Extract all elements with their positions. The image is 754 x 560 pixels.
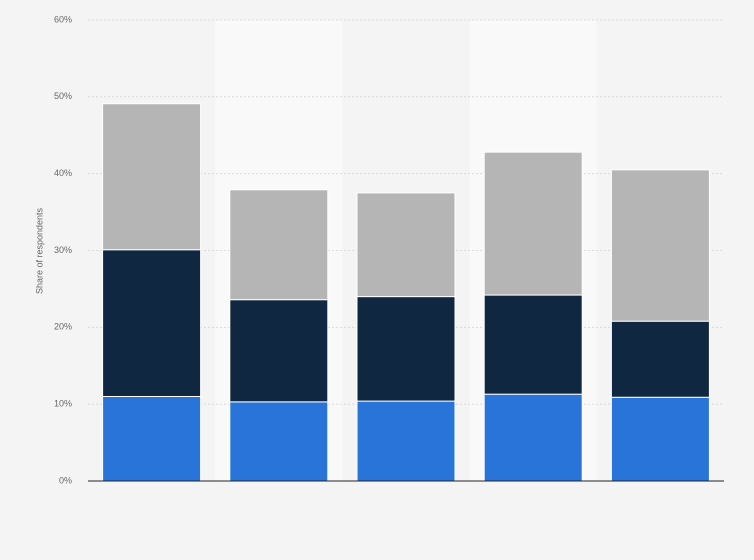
- bar-segment: [229, 401, 329, 482]
- bar-segment: [102, 395, 202, 482]
- bar-segment: [356, 296, 456, 402]
- y-tick-label: 0%: [59, 475, 72, 485]
- bar-segment: [102, 103, 202, 251]
- y-tick-label: 40%: [54, 168, 72, 178]
- bar-segment: [229, 189, 329, 301]
- bar-segment: [610, 396, 710, 482]
- bar-segment: [610, 169, 710, 322]
- y-tick-label: 60%: [54, 14, 72, 24]
- y-tick-label: 10%: [54, 399, 72, 409]
- bar-segment: [356, 400, 456, 482]
- bar-segment: [610, 320, 710, 398]
- bar-segment: [229, 299, 329, 403]
- y-tick-label: 50%: [54, 91, 72, 101]
- y-tick-label: 20%: [54, 322, 72, 332]
- y-tick-label: 30%: [54, 245, 72, 255]
- bar-segment: [483, 151, 583, 296]
- bar-segment: [102, 249, 202, 397]
- bar-segment: [483, 294, 583, 395]
- y-axis-title: Share of respondents: [34, 207, 44, 294]
- bar-segment: [356, 192, 456, 298]
- bar-segment: [483, 393, 583, 482]
